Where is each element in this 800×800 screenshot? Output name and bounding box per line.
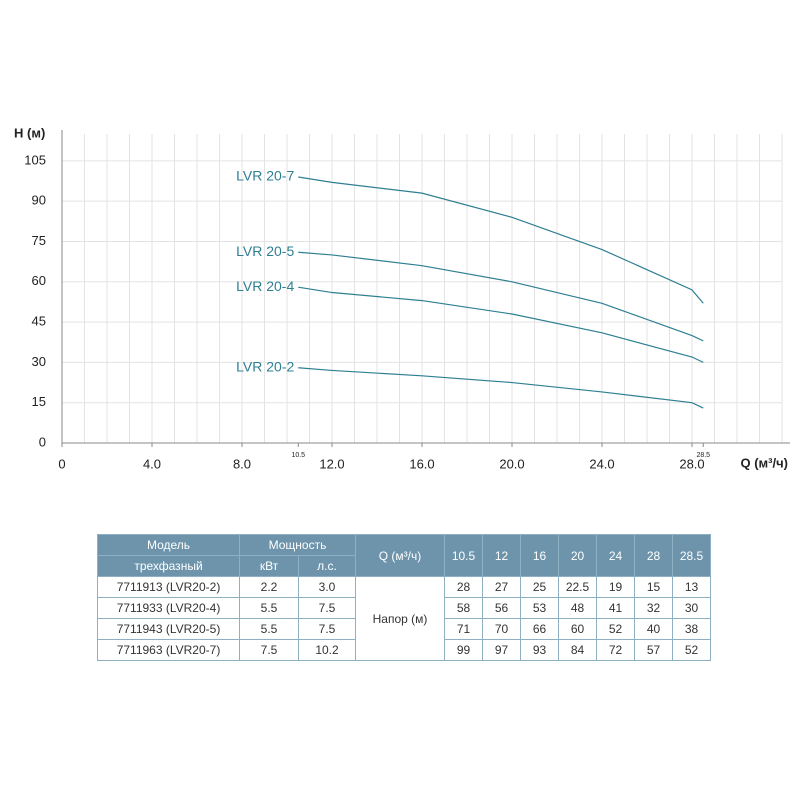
table-cell: л.с. <box>298 555 356 577</box>
table-cell: 2.2 <box>239 576 299 598</box>
table-cell: 58 <box>444 597 483 619</box>
table-cell: 57 <box>634 639 673 661</box>
y-tick-label: 45 <box>32 314 46 329</box>
table-row: 7711913 (LVR20-2) 2.2 3.0 Напор (м) 28 27 25 22… <box>97 576 711 661</box>
table-cell: 52 <box>672 639 711 661</box>
table-row: Модель Мощность Q (м³/ч) 10.5 12 16 20 24 28 28.5 <box>97 534 711 577</box>
table-cell: 28 <box>444 576 483 598</box>
table-cell: 60 <box>558 618 597 640</box>
table-cell: 84 <box>558 639 597 661</box>
table-cell: 25 <box>520 576 559 598</box>
table-cell: 22.5 <box>558 576 597 598</box>
table-cell: 40 <box>634 618 673 640</box>
table-cell: Модель <box>97 534 240 556</box>
table-cell: 99 <box>444 639 483 661</box>
table-cell: 28 <box>634 534 673 577</box>
table-cell: 7.5 <box>298 597 356 619</box>
series-line <box>298 367 704 409</box>
x-tick-label: 28.5 <box>696 452 710 459</box>
table-cell: 15 <box>634 576 673 598</box>
y-tick-label: 30 <box>32 354 46 369</box>
table-row: 7711963 (LVR20-7) 7.5 10.2 99 97 93 84 72 57 52 <box>97 639 711 661</box>
table-cell: 3.0 <box>298 576 356 598</box>
table-cell: 16 <box>520 534 559 577</box>
table-cell: 97 <box>482 639 521 661</box>
table-cell: 13 <box>672 576 711 598</box>
series-label: LVR 20-2 <box>236 358 294 374</box>
table-cell: 19 <box>596 576 635 598</box>
chart: H (м) Q (м³/ч) 0 15 30 45 60 75 90 105 0 4.0 8.0 10… <box>14 125 790 471</box>
table-cell: 20 <box>558 534 597 577</box>
table-cell: 10.5 <box>444 534 483 577</box>
table-cell: 7711933 (LVR20-4) <box>97 597 240 619</box>
table-cell: 38 <box>672 618 711 640</box>
table-cell: Мощность <box>239 534 356 556</box>
table-cell: 28.5 <box>672 534 711 577</box>
table-cell: 93 <box>520 639 559 661</box>
table-cell: 7.5 <box>239 639 299 661</box>
table-cell: Напор (м) <box>355 576 445 661</box>
x-tick-label: 16.0 <box>409 456 434 471</box>
table-cell: 7711913 (LVR20-2) <box>97 576 240 598</box>
table-cell: 72 <box>596 639 635 661</box>
y-tick-label: 60 <box>32 273 46 288</box>
table-cell: 5.5 <box>239 597 299 619</box>
table-cell: 7.5 <box>298 618 356 640</box>
table-cell: 70 <box>482 618 521 640</box>
y-tick-label: 105 <box>24 152 46 167</box>
y-tick-label: 75 <box>32 233 46 248</box>
x-tick-label: 8.0 <box>233 456 251 471</box>
table-cell: 30 <box>672 597 711 619</box>
table-cell: 24 <box>596 534 635 577</box>
series-line <box>298 176 704 304</box>
y-tick-label: 0 <box>39 434 46 449</box>
table-row: трехфазный кВт л.с. <box>97 555 711 577</box>
table-cell: 32 <box>634 597 673 619</box>
table-cell: 53 <box>520 597 559 619</box>
series-label: LVR 20-5 <box>236 243 294 259</box>
table-cell: 5.5 <box>239 618 299 640</box>
series-line <box>298 251 704 342</box>
x-tick-label: 0 <box>58 456 65 471</box>
series-line <box>298 286 704 363</box>
table-cell: 56 <box>482 597 521 619</box>
x-tick-label: 12.0 <box>319 456 344 471</box>
table-cell: 41 <box>596 597 635 619</box>
table-row: 7711933 (LVR20-4) 5.5 7.5 58 56 53 48 41 32 30 <box>97 597 711 619</box>
table-cell: 71 <box>444 618 483 640</box>
table-cell: 12 <box>482 534 521 577</box>
table-cell: 48 <box>558 597 597 619</box>
table-cell: 10.2 <box>298 639 356 661</box>
x-tick-label: 4.0 <box>143 456 161 471</box>
table-cell: Q (м³/ч) <box>355 534 445 577</box>
table-cell: кВт <box>239 555 299 577</box>
table-row: 7711943 (LVR20-5) 5.5 7.5 71 70 66 60 52 40 38 <box>97 618 711 640</box>
x-tick-label: 28.0 <box>679 456 704 471</box>
data-table: Модель Мощность Q (м³/ч) 10.5 12 16 20 24 28 28.5… <box>97 534 711 661</box>
table-cell: 52 <box>596 618 635 640</box>
table-cell: 27 <box>482 576 521 598</box>
series-label: LVR 20-4 <box>236 278 294 294</box>
y-tick-label: 90 <box>32 193 46 208</box>
x-axis-label: Q (м³/ч) <box>741 455 789 470</box>
table-cell: 7711963 (LVR20-7) <box>97 639 240 661</box>
x-tick-label: 24.0 <box>589 456 614 471</box>
table-cell: трехфазный <box>97 555 240 577</box>
y-tick-label: 15 <box>32 394 46 409</box>
y-axis-label: H (м) <box>14 125 45 140</box>
x-tick-label: 10.5 <box>291 452 305 459</box>
table-cell: 66 <box>520 618 559 640</box>
series-label: LVR 20-7 <box>236 168 294 184</box>
x-tick-label: 20.0 <box>499 456 524 471</box>
table-cell: 7711943 (LVR20-5) <box>97 618 240 640</box>
